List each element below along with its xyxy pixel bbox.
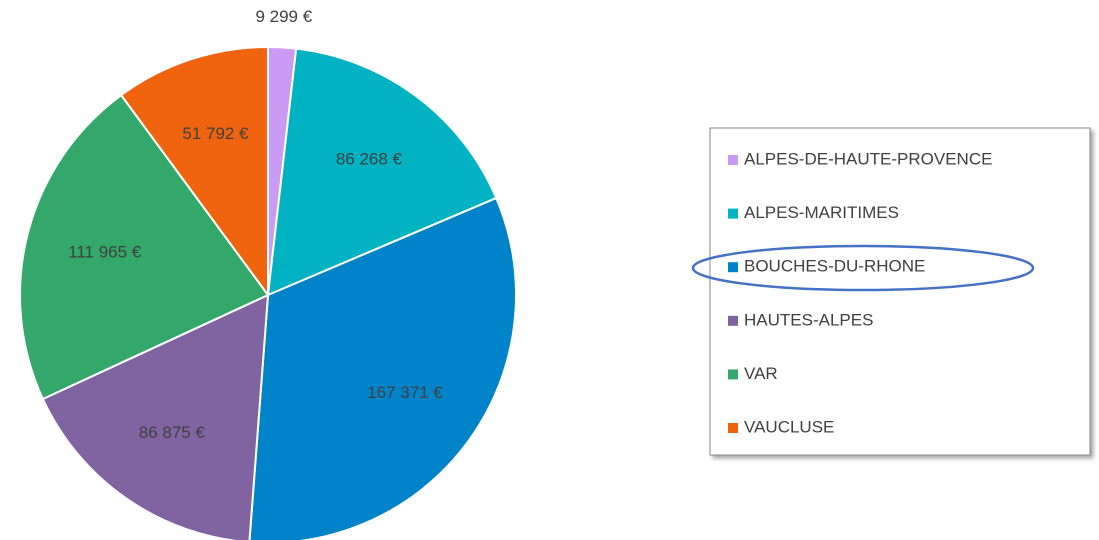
legend-label: VAUCLUSE xyxy=(744,417,834,436)
legend-swatch xyxy=(728,369,738,380)
legend-label: ALPES-MARITIMES xyxy=(744,203,899,222)
data-label: 51 792 € xyxy=(182,124,249,143)
legend-label: HAUTES-ALPES xyxy=(744,310,873,329)
data-label: 86 875 € xyxy=(139,423,206,442)
highlight-ellipse xyxy=(691,244,1035,292)
legend-label: ALPES-DE-HAUTE-PROVENCE xyxy=(744,149,992,168)
data-label: 86 268 € xyxy=(336,149,403,168)
legend-label: VAR xyxy=(744,364,778,383)
legend-box xyxy=(709,127,1091,456)
pie-slice xyxy=(119,45,269,299)
legend-label: BOUCHES-DU-RHONE xyxy=(744,257,925,276)
legend-swatch xyxy=(728,315,738,326)
legend-swatch xyxy=(728,262,738,273)
legend-swatch xyxy=(728,423,738,433)
pie-slice xyxy=(248,196,517,540)
legend-swatch xyxy=(728,155,738,165)
data-label: 111 965 € xyxy=(68,242,142,261)
legend-swatch xyxy=(728,208,738,219)
data-label: 167 371 € xyxy=(367,383,443,402)
pie-slice xyxy=(19,93,270,401)
pie-slice xyxy=(266,47,498,297)
data-label: 9 299 € xyxy=(255,7,312,26)
pie-slice xyxy=(41,293,270,540)
